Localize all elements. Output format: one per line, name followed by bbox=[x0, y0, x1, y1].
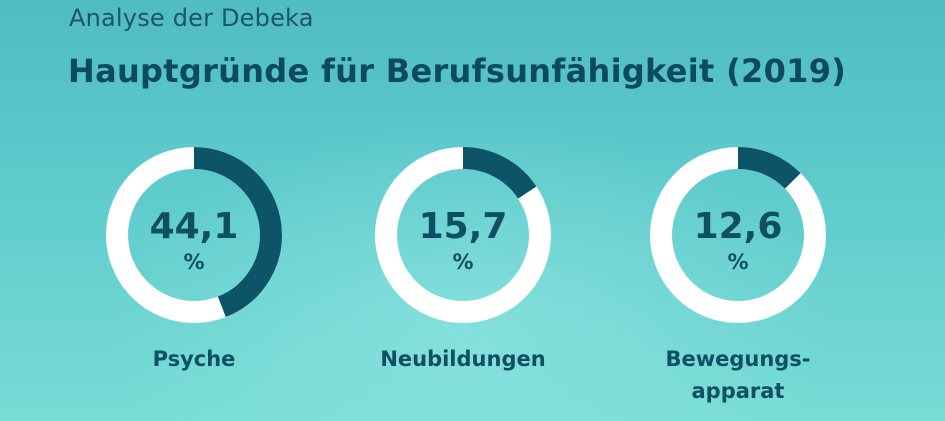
category-label-bewegungsapparat: Bewegungs- apparat bbox=[665, 347, 811, 403]
donut-chart-neubildungen: 15,7 % bbox=[373, 145, 553, 325]
donut-value: 15,7 bbox=[418, 206, 508, 247]
donut-svg bbox=[650, 147, 826, 323]
donut-svg bbox=[106, 147, 282, 323]
category-label-neubildungen: Neubildungen bbox=[380, 347, 546, 371]
donut-value: 44,1 bbox=[149, 206, 239, 247]
donut-segment-1 bbox=[375, 147, 551, 323]
donut-value: 12,6 bbox=[693, 206, 783, 247]
chart-subtitle: Analyse der Debeka bbox=[69, 4, 314, 32]
category-label-psyche: Psyche bbox=[152, 347, 236, 371]
donut-unit: % bbox=[452, 250, 474, 274]
donut-svg bbox=[375, 147, 551, 323]
donut-chart-psyche: 44,1 % bbox=[104, 145, 284, 325]
donut-segment-0 bbox=[106, 147, 282, 323]
donut-segment-2 bbox=[650, 147, 826, 323]
donut-chart-bewegungsapparat: 12,6 % bbox=[648, 145, 828, 325]
donut-unit: % bbox=[183, 250, 205, 274]
donut-unit: % bbox=[727, 250, 749, 274]
chart-title: Hauptgründe für Berufsunfähigkeit (2019) bbox=[68, 52, 847, 90]
